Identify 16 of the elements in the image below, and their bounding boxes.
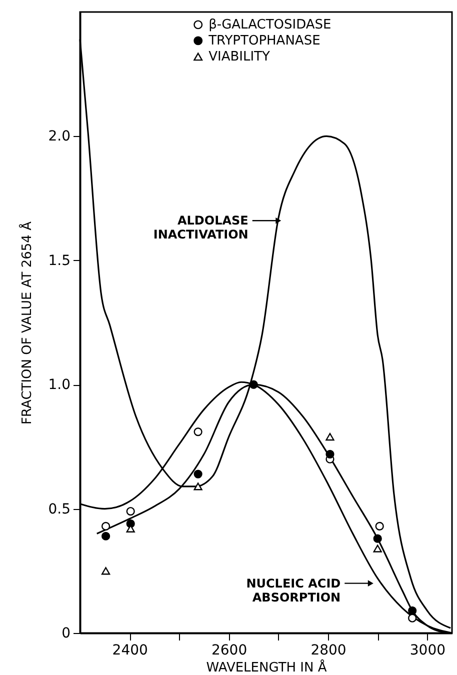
x-axis-title: WAVELENGTH IN Å bbox=[206, 658, 327, 675]
y-tick-label: 2.0 bbox=[48, 128, 70, 145]
legend-label: VIABILITY bbox=[208, 50, 270, 65]
x-tick-label: 2800 bbox=[310, 642, 346, 658]
legend-label: β-GALACTOSIDASE bbox=[208, 18, 332, 33]
y-tick-label: 1.0 bbox=[48, 377, 70, 394]
legend-label: TRYPTOPHANASE bbox=[208, 34, 320, 49]
x-tick-label: 2600 bbox=[211, 642, 248, 658]
annotation: ALDOLASE INACTIVATION bbox=[153, 214, 248, 242]
x-tick-label: 2400 bbox=[112, 642, 148, 658]
annotation: NUCLEIC ACID ABSORPTION bbox=[246, 576, 341, 604]
y-tick-label: 0.5 bbox=[48, 501, 70, 518]
y-axis-title: FRACTION OF VALUE AT 2654 Å bbox=[18, 221, 36, 424]
x-tick-label: 3000 bbox=[410, 642, 446, 658]
y-tick-label: 0 bbox=[62, 626, 70, 642]
y-tick-label: 1.5 bbox=[48, 252, 70, 269]
